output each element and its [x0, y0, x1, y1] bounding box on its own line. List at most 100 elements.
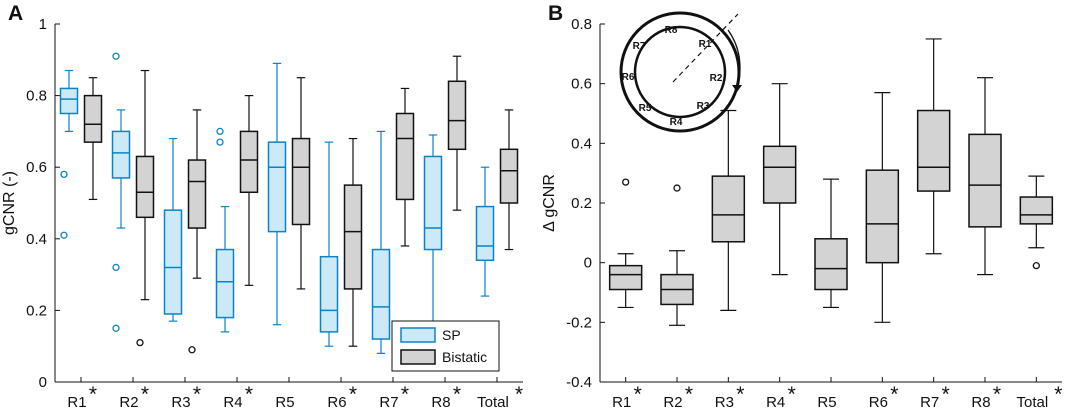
x-tick-label: R5 — [275, 394, 294, 408]
x-tick-label: R3 — [171, 394, 190, 408]
y-tick-label: 0 — [584, 255, 592, 272]
box-iqr — [187, 159, 207, 229]
ring-region-label: R5 — [639, 103, 652, 114]
x-tick-label: Total — [477, 394, 509, 408]
arrowhead-icon — [732, 85, 742, 92]
x-tick-label: R4 — [766, 394, 785, 408]
y-tick-label: 0.2 — [26, 302, 47, 319]
ring-region-label: R8 — [665, 25, 678, 36]
panel-b-label: B — [548, 2, 563, 25]
box-iqr — [711, 175, 746, 243]
y-tick-label: 0.4 — [571, 135, 592, 152]
significance-star: * — [349, 383, 357, 406]
box-iqr — [608, 264, 643, 291]
box-iqr — [423, 155, 443, 251]
box-iqr — [762, 145, 797, 204]
box-iqr — [267, 141, 287, 233]
significance-star: * — [890, 383, 898, 406]
significance-star: * — [788, 383, 796, 406]
x-tick-label: R7 — [379, 394, 398, 408]
y-tick-label: 0.8 — [571, 16, 592, 33]
significance-star: * — [193, 383, 201, 406]
box-iqr — [475, 205, 495, 262]
ring-region-label: R3 — [697, 101, 710, 112]
ring-region-label: R2 — [710, 73, 723, 84]
outlier-point — [216, 138, 224, 146]
ring-diagram-inset: R8 R1 R2 R3 R4 R5 R6 R7 — [619, 11, 742, 133]
panel-b-boxes — [608, 38, 1054, 326]
box-iqr — [499, 148, 519, 204]
panel-a-legend: SP Bistatic — [391, 320, 500, 372]
box-iqr — [1019, 196, 1054, 225]
outlier-point — [1032, 261, 1040, 270]
x-tick-label: R2 — [663, 394, 682, 408]
outlier-point — [216, 127, 224, 136]
box-iqr — [916, 109, 951, 192]
significance-star: * — [1054, 383, 1062, 406]
legend-label-bistatic: Bistatic — [442, 349, 487, 365]
ring-start-dashed-line — [672, 13, 739, 83]
box-iqr — [59, 87, 79, 115]
outlier-point — [112, 52, 120, 60]
box-iqr — [371, 248, 391, 340]
box-iqr — [814, 238, 848, 291]
outlier-point — [112, 324, 120, 332]
x-tick-label: R8 — [431, 394, 450, 408]
x-tick-label: R6 — [327, 394, 346, 408]
outlier-point — [60, 231, 68, 239]
ring-region-label: R1 — [699, 39, 712, 50]
panel-b-chart: B Δ gCNR -0.4-0.200.20.40.60.8R1 * R2 * R3 * R… — [541, 2, 1062, 408]
panel-b-y-axis-label: Δ gCNR — [541, 174, 558, 232]
significance-star: * — [993, 383, 1001, 406]
significance-star: * — [401, 383, 409, 406]
significance-star: * — [89, 383, 97, 406]
y-tick-label: 0 — [39, 374, 47, 391]
box-iqr — [111, 130, 131, 179]
x-tick-label: R8 — [971, 394, 990, 408]
legend-swatch-sp — [400, 327, 436, 343]
significance-star: * — [141, 383, 149, 406]
significance-star: * — [515, 383, 523, 406]
x-tick-label: R6 — [869, 394, 888, 408]
y-tick-label: -0.2 — [566, 314, 592, 331]
box-iqr — [968, 133, 1002, 228]
significance-star: * — [685, 383, 693, 406]
box-iqr — [343, 184, 363, 290]
outlier-point — [622, 178, 630, 186]
panel-a-boxes — [59, 52, 519, 354]
box-iqr — [865, 169, 900, 264]
box-iqr — [395, 112, 415, 201]
outlier-point — [188, 346, 196, 354]
x-tick-label: R1 — [612, 394, 631, 408]
box-iqr — [215, 248, 235, 319]
significance-star: * — [634, 383, 642, 406]
significance-star: * — [736, 383, 744, 406]
ring-region-label: R4 — [670, 117, 683, 128]
legend-label-sp: SP — [442, 327, 461, 343]
x-tick-label: R3 — [715, 394, 734, 408]
ring-region-label: R6 — [622, 72, 635, 83]
y-tick-label: 1 — [39, 16, 47, 33]
ring-region-label: R7 — [633, 41, 646, 52]
y-tick-label: 0.6 — [26, 159, 47, 176]
y-tick-label: 0.4 — [26, 231, 47, 248]
significance-star: * — [942, 383, 950, 406]
x-tick-label: R1 — [67, 394, 86, 408]
y-tick-label: -0.4 — [566, 374, 592, 391]
y-tick-label: 0.6 — [571, 76, 592, 93]
box-iqr — [291, 137, 311, 226]
y-tick-label: 0.2 — [571, 195, 592, 212]
legend-swatch-bistatic — [400, 349, 436, 365]
box-iqr — [135, 155, 155, 219]
x-tick-label: R4 — [223, 394, 242, 408]
outlier-point — [60, 170, 68, 179]
panel-a-label: A — [8, 2, 23, 25]
box-iqr — [83, 94, 103, 143]
clockwise-arrow-icon — [727, 29, 741, 91]
ring-inner-circle — [633, 25, 727, 119]
box-iqr — [163, 209, 183, 315]
x-tick-label: Total — [1016, 394, 1048, 408]
panel-a-y-axis-label: gCNR (-) — [1, 171, 18, 235]
